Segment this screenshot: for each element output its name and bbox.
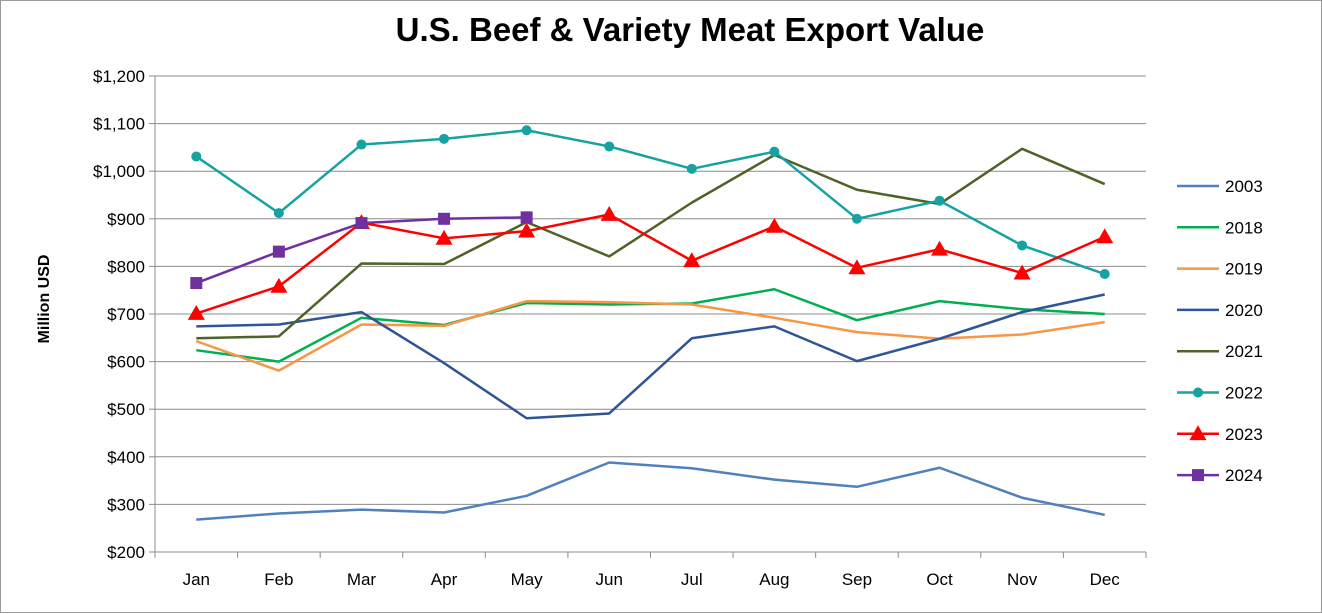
data-point-2023	[683, 252, 701, 268]
y-tick-label: $900	[107, 210, 145, 229]
series-2024	[190, 211, 533, 290]
series-line-2023	[195, 213, 1106, 315]
x-tick-label: Dec	[1090, 570, 1121, 589]
data-point-2023	[270, 277, 288, 293]
series-2020	[196, 293, 1105, 420]
data-point-2022	[356, 139, 367, 150]
data-point-2024	[272, 245, 285, 258]
series-line-2003	[196, 461, 1105, 521]
y-tick-label: $800	[107, 257, 145, 276]
series-line-2020	[196, 293, 1105, 420]
data-point-2023	[187, 305, 205, 320]
series-2022	[191, 125, 1110, 280]
data-point-2023	[435, 229, 453, 245]
data-point-2024	[190, 277, 203, 290]
legend-entry-2020: 2020	[1177, 301, 1263, 320]
legend-label: 2023	[1225, 425, 1263, 444]
data-point-2022	[1099, 269, 1110, 280]
x-tick-label: Nov	[1007, 570, 1038, 589]
data-point-2023	[1013, 264, 1031, 280]
data-point-2023	[600, 206, 618, 221]
data-point-2024	[520, 211, 533, 224]
data-point-2022	[851, 213, 862, 224]
legend-label: 2019	[1225, 260, 1263, 279]
x-tick-label: Jul	[681, 570, 703, 589]
legend-entry-2022: 2022	[1177, 384, 1263, 403]
chart-title: U.S. Beef & Variety Meat Export Value	[396, 11, 985, 48]
legend-label: 2024	[1225, 466, 1263, 485]
x-tick-label: Apr	[431, 570, 458, 589]
data-point-2024	[355, 217, 368, 230]
legend-label: 2021	[1225, 342, 1263, 361]
series-2018	[196, 287, 1105, 363]
y-axis-label: Million USD	[36, 255, 53, 344]
series-line-2021	[196, 147, 1106, 340]
data-point-2023	[1096, 228, 1114, 244]
legend-entry-2019: 2019	[1177, 260, 1263, 279]
data-point-2022	[273, 208, 284, 219]
data-point-2022	[769, 146, 780, 157]
data-point-2022	[439, 133, 450, 144]
data-point-2024	[438, 212, 451, 225]
legend-entry-2023: 2023	[1177, 425, 1263, 444]
x-tick-label: Mar	[347, 570, 377, 589]
data-point-2022	[604, 141, 615, 152]
axes: $200 $300 $400 $500 $600 $700 $800 $900 $1,000 $1…	[93, 67, 1147, 589]
legend-marker	[1192, 469, 1204, 482]
x-tick-label: Sep	[842, 570, 872, 589]
series-2019	[195, 299, 1105, 372]
x-tick-label: Feb	[264, 570, 293, 589]
x-tick-label: May	[511, 570, 544, 589]
y-tick-label: $400	[107, 448, 145, 467]
data-point-2022	[1017, 240, 1028, 251]
data-point-2022	[521, 125, 532, 136]
y-tick-label: $1,000	[93, 162, 145, 181]
data-point-2023	[848, 259, 866, 275]
legend-entry-2003: 2003	[1177, 177, 1263, 196]
legend-entry-2024: 2024	[1177, 466, 1263, 485]
series-line-2022	[195, 129, 1106, 276]
x-tick-label: Oct	[926, 570, 953, 589]
gridlines	[155, 75, 1146, 505]
y-tick-label: $500	[107, 400, 145, 419]
series-line-2018	[196, 287, 1105, 363]
y-tick-label: $600	[107, 353, 145, 372]
legend-label: 2018	[1225, 218, 1263, 237]
series-line-2019	[195, 299, 1105, 372]
data-point-2023	[931, 240, 949, 256]
x-tick-label: Jun	[595, 570, 622, 589]
data-point-2022	[686, 163, 697, 174]
legend-entry-2018: 2018	[1177, 218, 1263, 237]
series-lines	[187, 125, 1114, 521]
legend-marker	[1189, 425, 1207, 441]
y-tick-label: $700	[107, 305, 145, 324]
legend-label: 2022	[1225, 384, 1263, 403]
series-2003	[196, 461, 1105, 521]
x-tick-label: Aug	[759, 570, 789, 589]
series-2021	[196, 147, 1106, 340]
data-point-2022	[934, 195, 945, 206]
data-point-2022	[191, 151, 202, 162]
legend-marker	[1193, 387, 1203, 398]
legend-label: 2020	[1225, 301, 1263, 320]
y-tick-label: $200	[107, 543, 145, 562]
y-tick-label: $1,200	[93, 67, 145, 86]
legend: 2003 2018 2019 2020 2021 2022 2023 2024	[1177, 177, 1263, 485]
data-point-2023	[765, 217, 783, 233]
y-tick-label: $1,100	[93, 115, 145, 134]
x-tick-label: Jan	[183, 570, 210, 589]
legend-entry-2021: 2021	[1177, 342, 1263, 361]
legend-label: 2003	[1225, 177, 1263, 196]
data-point-2023	[518, 222, 536, 238]
y-tick-label: $300	[107, 495, 145, 514]
